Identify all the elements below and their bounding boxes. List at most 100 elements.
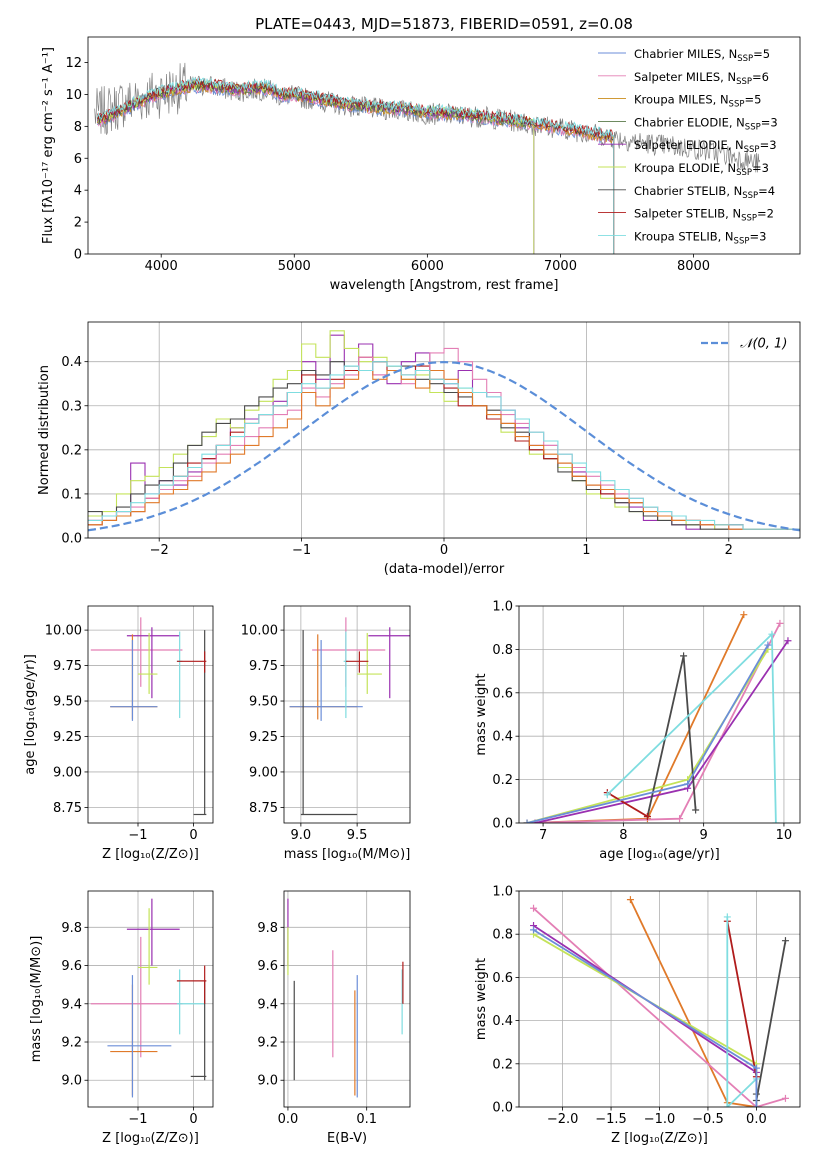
error-bar-point (110, 640, 158, 721)
panel-weight-vs-age: 7 8 9 10 0.0 0.2 0.4 0.6 0.8 1.0 age [log₁₀(age/yr… (474, 600, 801, 862)
y-tick-label: 0.6 (492, 971, 513, 986)
plot-area (90, 617, 207, 816)
y-tick-label: 0.4 (61, 355, 82, 370)
y-tick-label: 0.2 (492, 773, 513, 788)
y-tick-label: 6 (74, 152, 82, 167)
y-axis-label: mass weight (474, 958, 489, 1040)
plot-area (287, 898, 404, 1098)
y-tick-label: 9.6 (257, 959, 278, 974)
legend-entry: Chabrier STELIB, NSSP=4 (634, 184, 775, 201)
x-tick-label: 8 (619, 828, 627, 843)
y-tick-label: 9.25 (53, 730, 82, 745)
histogram-step-line (88, 361, 800, 530)
y-tick-label: 0.8 (492, 928, 513, 943)
normal-distribution-curve (88, 360, 800, 532)
weight-marker (530, 926, 538, 934)
x-axis-label: age [log₁₀(age/yr)] (599, 847, 720, 862)
x-tick-label: 0.0 (746, 1112, 767, 1127)
x-axis-label: mass [log₁₀(M/M⊙)] (284, 847, 411, 862)
x-axis-label: Z [log₁₀(Z/Z⊙)] (611, 1131, 708, 1146)
legend-entry: Kroupa STELIB, NSSP=3 (634, 229, 766, 246)
weight-marker (723, 913, 731, 921)
weight-marker (752, 1064, 760, 1072)
y-axis-label: Flux [fλ10⁻¹⁷ erg cm⁻² s⁻¹ A⁻¹] (41, 47, 56, 244)
y-tick-label: 10.00 (45, 624, 82, 639)
x-tick-label: 0 (189, 828, 197, 843)
legend-entry: Salpeter ELODIE, NSSP=3 (634, 138, 777, 155)
axes-frame (283, 605, 411, 824)
error-bar-point (138, 908, 158, 985)
weight-line (726, 916, 758, 1107)
legend-entry: Kroupa MILES, NSSP=5 (634, 93, 761, 110)
axes-frame (87, 321, 801, 539)
y-axis-label: mass weight (474, 673, 489, 755)
x-tick-label: 9 (700, 828, 708, 843)
y-tick-label: 0.0 (492, 817, 513, 832)
legend-entry: Kroupa ELODIE, NSSP=3 (634, 161, 769, 178)
x-axis-label: wavelength [Angstrom, rest frame] (330, 278, 559, 293)
panel-age-vs-mass: 9.0 9.5 8.75 9.00 9.25 9.50 9.75 10.00 mass [log… (241, 605, 411, 862)
panel-spectrum: 4000 5000 6000 7000 8000 0 2 4 6 8 10 12 wavelength … (41, 36, 801, 293)
y-tick-label: 0.8 (492, 643, 513, 658)
error-bar-point (176, 965, 207, 1004)
x-axis-label: Z [log₁₀(Z/Z⊙)] (102, 847, 199, 862)
axes: 0.0 0.1 9.0 9.2 9.4 9.6 9.8 E(B-V) (257, 890, 411, 1146)
x-tick-label: −0.5 (692, 1112, 724, 1127)
x-axis-label: E(B-V) (327, 1131, 367, 1146)
y-axis-label: Normed distribution (37, 365, 52, 495)
x-tick-label: 2 (725, 543, 733, 558)
y-tick-label: 9.8 (257, 921, 278, 936)
legend-entry: Chabrier ELODIE, NSSP=3 (634, 115, 778, 132)
legend: 𝒩(0, 1) (701, 337, 787, 352)
y-tick-label: 9.00 (249, 765, 278, 780)
axes: 7 8 9 10 0.0 0.2 0.4 0.6 0.8 1.0 age [log₁₀(age/yr… (474, 600, 801, 862)
y-tick-label: 12 (65, 56, 82, 71)
legend-entry: Salpeter STELIB, NSSP=2 (634, 207, 774, 224)
weight-line (606, 791, 648, 818)
y-tick-label: 8.75 (53, 801, 82, 816)
legend-entry: Chabrier MILES, NSSP=5 (634, 47, 770, 64)
x-axis-label: Z [log₁₀(Z/Z⊙)] (102, 1131, 199, 1146)
weight-marker (784, 637, 792, 645)
axes-frame (283, 890, 411, 1108)
panel-residuals: −2 −1 0 1 2 0.0 0.1 0.2 0.3 0.4 (data-model)/error… (37, 321, 801, 577)
error-bar-point (138, 632, 158, 694)
x-tick-label: −1 (128, 828, 147, 843)
error-bar-point (90, 617, 183, 687)
y-tick-label: 9.4 (257, 997, 278, 1012)
y-tick-label: 9.2 (257, 1036, 278, 1051)
axes-frame (87, 36, 801, 255)
weight-marker (680, 652, 688, 660)
weight-marker (530, 904, 538, 912)
y-tick-label: 8 (74, 120, 82, 135)
x-tick-label: 7000 (544, 259, 577, 274)
axes-frame (518, 890, 801, 1108)
error-bar-point (176, 651, 207, 673)
y-axis-label: age [log₁₀(age/yr)] (23, 654, 38, 775)
weight-line (726, 921, 758, 1077)
x-tick-label: −1.0 (644, 1112, 676, 1127)
y-tick-label: 10.00 (241, 624, 278, 639)
gridlines (284, 606, 410, 823)
y-tick-label: 9.50 (53, 695, 82, 710)
y-tick-label: 9.75 (249, 659, 278, 674)
x-tick-label: 7 (539, 828, 547, 843)
panel-mass-vs-Z: −1 0 9.0 9.2 9.4 9.6 9.8 Z [log₁₀(Z/Z⊙)] mass [l… (29, 890, 214, 1146)
y-tick-label: 4 (74, 184, 82, 199)
legend-entry: 𝒩(0, 1) (740, 337, 787, 352)
weight-marker (781, 937, 789, 945)
y-tick-label: 1.0 (492, 600, 513, 615)
panels: 4000 5000 6000 7000 8000024681012wavelength … (23, 36, 801, 1146)
plot-area (94, 62, 761, 254)
model-spectrum-kroupa-stelib (96, 76, 615, 254)
figure-title: PLATE=0443, MJD=51873, FIBERID=0591, z=0… (255, 15, 633, 33)
legend: Chabrier MILES, NSSP=5 Salpeter MILES, NS… (598, 47, 778, 246)
histogram-step-line (88, 361, 800, 530)
weight-marker (768, 630, 776, 638)
error-bar-point (345, 651, 369, 673)
plot-area (90, 898, 207, 1098)
x-tick-label: −2.0 (547, 1112, 579, 1127)
axes: 9.0 9.5 8.75 9.00 9.25 9.50 9.75 10.00 mass [log… (241, 605, 411, 862)
y-tick-label: 2 (74, 216, 82, 231)
